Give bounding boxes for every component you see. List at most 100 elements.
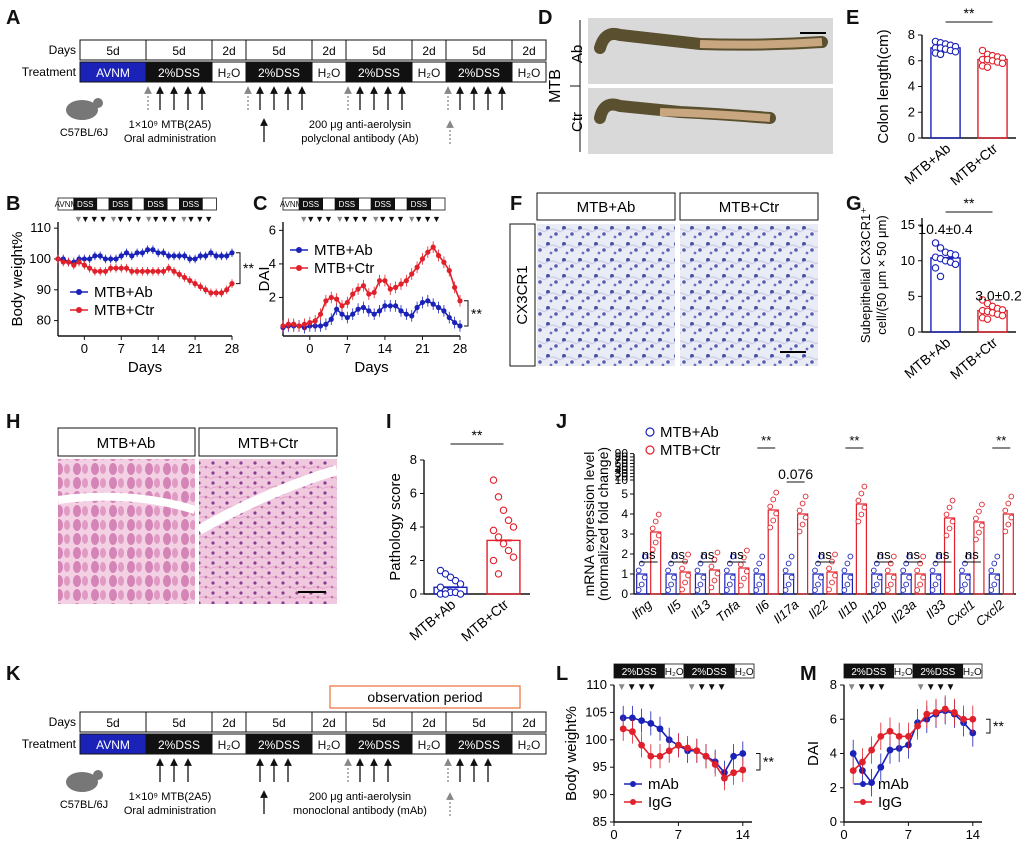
- data-point: [708, 563, 715, 570]
- data-point: [296, 323, 302, 329]
- duration-text: 5d: [272, 44, 285, 58]
- data-point: [446, 314, 452, 321]
- data-point: [145, 247, 151, 253]
- strip-gray-marker: ▼: [335, 214, 344, 224]
- strip-marker: ▼▼▼: [378, 214, 405, 224]
- data-point: [903, 581, 910, 588]
- treatment-text: H₂O: [418, 66, 441, 80]
- strip-label: 2%DSS: [692, 667, 727, 678]
- mouse-icon: [93, 770, 103, 780]
- data-point: [441, 590, 450, 598]
- x-tick-label: 7: [344, 341, 351, 356]
- data-point: [847, 553, 854, 560]
- treatment-text: H₂O: [218, 738, 241, 752]
- data-point: [371, 289, 377, 296]
- data-point: [949, 518, 956, 525]
- mtb-line1: 1×10⁹ MTB(2A5): [129, 791, 212, 803]
- data-point: [76, 259, 82, 265]
- data-point: [737, 582, 744, 589]
- data-point: [652, 539, 659, 546]
- duration-text: 2d: [422, 44, 435, 58]
- data-point: [759, 574, 766, 581]
- data-point: [355, 286, 361, 292]
- data-point: [150, 268, 156, 274]
- y-tick-label: 110: [30, 220, 51, 235]
- strip-marker: ▼▼▼: [342, 214, 369, 224]
- data-point: [832, 551, 838, 558]
- data-point: [317, 323, 324, 329]
- data-point: [134, 250, 140, 256]
- data-point: [998, 59, 1007, 68]
- data-point: [884, 587, 891, 593]
- data-point: [208, 290, 214, 296]
- data-point: [951, 251, 960, 259]
- data-point: [108, 265, 114, 271]
- bar: [738, 567, 750, 595]
- data-point: [409, 313, 415, 319]
- data-point: [694, 587, 701, 593]
- data-point: [414, 304, 420, 311]
- data-point: [812, 587, 818, 593]
- mtb-line2: Oral administration: [124, 133, 216, 145]
- significance-label: ns: [965, 547, 979, 562]
- data-point: [398, 308, 404, 314]
- y-tick-label: 0: [908, 324, 915, 339]
- data-point: [946, 525, 953, 532]
- data-point: [499, 506, 508, 514]
- data-point: [129, 268, 135, 274]
- y-tick-label: 50: [615, 460, 629, 474]
- data-point: [988, 587, 995, 593]
- bar: [959, 573, 971, 595]
- duration-text: 5d: [106, 44, 119, 58]
- data-point: [55, 256, 61, 262]
- data-point: [861, 483, 868, 490]
- data-point: [773, 510, 780, 517]
- data-point: [504, 546, 513, 555]
- legend-label: MTB+Ctr: [314, 260, 374, 277]
- data-point: [855, 518, 862, 525]
- antibody-line2: polyclonal antibody (Ab): [301, 133, 418, 145]
- strip-label: DSS: [375, 200, 391, 209]
- strip-gray-marker: ▼: [916, 682, 926, 693]
- bar: [679, 571, 691, 595]
- panel-h-col1: MTB+Ab: [97, 435, 156, 452]
- y-tick-label: 40: [615, 463, 629, 477]
- panel-letter-a: A: [6, 7, 20, 29]
- y-tick-label: 95: [593, 759, 607, 774]
- treatment-label: Treatment: [22, 737, 77, 751]
- data-point: [785, 560, 792, 567]
- mtb-line2: Oral administration: [124, 805, 216, 817]
- data-point: [959, 567, 965, 574]
- data-point: [218, 290, 225, 296]
- data-point: [877, 732, 885, 740]
- data-point: [414, 264, 420, 270]
- data-point: [425, 249, 431, 255]
- data-point: [708, 584, 715, 591]
- data-point: [360, 283, 367, 289]
- category-label: MTB+Ab: [901, 334, 953, 382]
- data-point: [224, 253, 230, 259]
- significance-bracket: [986, 718, 991, 734]
- panel-f-col2: MTB+Ctr: [719, 199, 779, 216]
- data-point: [213, 290, 219, 296]
- x-tick-label: 0: [840, 827, 847, 842]
- data-point: [753, 567, 760, 574]
- data-point: [656, 725, 664, 733]
- x-axis-label: Days: [128, 359, 162, 376]
- y-tick-label: 2: [410, 553, 417, 568]
- data-point: [832, 572, 838, 579]
- duration-text: 5d: [372, 716, 385, 730]
- data-point: [991, 560, 998, 567]
- data-point: [936, 50, 945, 59]
- data-point: [1008, 514, 1015, 521]
- strip-label: DSS: [339, 200, 355, 209]
- chart-I: 0 2 4 6 8 MTB+Ab MTB+Ctr ** Pathology score: [387, 427, 530, 645]
- data-point: [796, 507, 803, 514]
- data-point: [197, 253, 203, 259]
- data-point: [849, 750, 857, 757]
- y-tick-label: 20: [615, 470, 629, 484]
- data-point: [767, 524, 774, 531]
- days-label: Days: [49, 715, 76, 729]
- category-label: Il13: [688, 596, 714, 621]
- data-point: [446, 573, 455, 581]
